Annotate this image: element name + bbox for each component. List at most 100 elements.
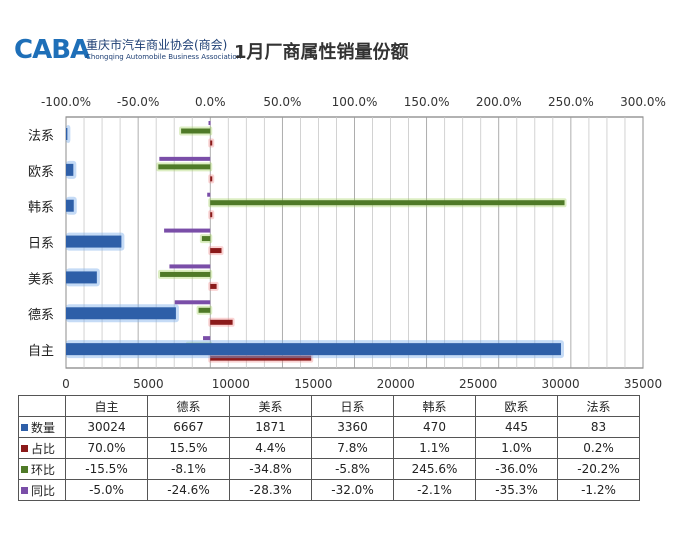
table-row: 数量 30024 6667 1871 3360 470 445 83 <box>18 416 640 438</box>
table-cell: -20.2% <box>557 458 640 480</box>
org-name-cn: 重庆市汽车商业协会(商会) <box>86 38 228 52</box>
bar-同比 <box>164 228 211 233</box>
bottom-axis-tick-label: 35000 <box>624 377 662 391</box>
table-column-header: 日系 <box>311 395 394 417</box>
table-cell: 1.0% <box>475 437 558 459</box>
data-table: 自主 德系 美系 日系 韩系 欧系 法系数量 30024 6667 1871 3360 470 445 8… <box>18 395 640 501</box>
bottom-axis-tick-label: 0 <box>62 377 70 391</box>
table-column-header: 德系 <box>147 395 230 417</box>
bar-环比 <box>158 164 211 170</box>
top-axis-tick-label: 50.0% <box>263 95 301 109</box>
table-cell: 0.2% <box>557 437 640 459</box>
category-label: 法系 <box>28 129 54 144</box>
bar-同比 <box>208 121 211 125</box>
table-header-row: 自主 德系 美系 日系 韩系 欧系 法系 <box>18 395 640 417</box>
bar-同比 <box>174 300 211 305</box>
bar-占比 <box>210 355 312 361</box>
legend-key <box>21 423 28 431</box>
table-row-label: 数量 <box>18 416 66 438</box>
row-label-text: 数量 <box>31 420 56 435</box>
table-cell: 445 <box>475 416 558 438</box>
bottom-axis-tick-label: 30000 <box>541 377 579 391</box>
table-cell: -36.0% <box>475 458 558 480</box>
bar-占比 <box>210 248 222 254</box>
top-axis-tick-label: 300.0% <box>620 95 666 109</box>
bar-数量 <box>66 271 97 284</box>
bar-同比 <box>203 336 211 341</box>
org-name-en: Chongqing Automobile Business Associatio… <box>86 53 242 61</box>
bar-chart: -100.0% -50.0% 0.0% 50.0% 100.0% 150.0% 200.0%… <box>28 95 666 391</box>
top-axis-tick-label: 100.0% <box>332 95 378 109</box>
table-cell: 15.5% <box>147 437 230 459</box>
top-axis-tick-label: 200.0% <box>476 95 522 109</box>
caba-logo: CABA 重庆市汽车商业协会(商会) Chongqing Automobile … <box>14 35 241 66</box>
table-row: 同比 -5.0% -24.6% -28.3% -32.0% -2.1% -35.3% -1.2… <box>18 479 640 501</box>
bottom-axis-tick-label: 20000 <box>377 377 415 391</box>
table-cell: -35.3% <box>475 479 558 501</box>
category-label: 欧系 <box>28 165 54 180</box>
bar-同比 <box>159 156 211 161</box>
category-label: 德系 <box>28 308 54 323</box>
table-cell: -1.2% <box>557 479 640 501</box>
bottom-axis-tick-label: 15000 <box>294 377 332 391</box>
table-cell: -5.8% <box>311 458 394 480</box>
legend-key <box>21 465 28 473</box>
bar-数量 <box>66 235 122 248</box>
bar-环比 <box>198 307 211 313</box>
grid-lines <box>65 116 644 369</box>
bar-占比 <box>210 176 213 182</box>
table-corner <box>18 395 66 417</box>
bar-数量 <box>66 128 68 140</box>
table-cell: 470 <box>393 416 476 438</box>
table-cell: 245.6% <box>393 458 476 480</box>
table-column-header: 欧系 <box>475 395 558 417</box>
bar-数量 <box>66 163 74 176</box>
table-row-label: 环比 <box>18 458 66 480</box>
table-column-header: 韩系 <box>393 395 476 417</box>
table-cell: -24.6% <box>147 479 230 501</box>
axis-ticks: -100.0% -50.0% 0.0% 50.0% 100.0% 150.0% 200.0%… <box>28 95 666 391</box>
table-cell: 83 <box>557 416 640 438</box>
table-cell: -15.5% <box>65 458 148 480</box>
bar-占比 <box>210 319 233 325</box>
category-label: 美系 <box>28 272 54 287</box>
chart-bars <box>66 121 567 363</box>
table-cell: 3360 <box>311 416 394 438</box>
table-cell: 30024 <box>65 416 148 438</box>
bar-同比 <box>169 264 211 269</box>
bottom-axis-tick-label: 25000 <box>459 377 497 391</box>
top-axis-tick-label: -100.0% <box>41 95 91 109</box>
table-column-header: 法系 <box>557 395 640 417</box>
table-cell: 6667 <box>147 416 230 438</box>
table-row-label: 占比 <box>18 437 66 459</box>
row-label-text: 占比 <box>31 441 56 456</box>
row-label-text: 同比 <box>31 483 56 498</box>
table-cell: 1871 <box>229 416 312 438</box>
bottom-axis-tick-label: 5000 <box>133 377 164 391</box>
bar-数量 <box>66 199 74 212</box>
top-axis-tick-label: 0.0% <box>195 95 226 109</box>
bar-环比 <box>201 236 211 242</box>
top-axis-tick-label: -50.0% <box>117 95 159 109</box>
table-cell: -28.3% <box>229 479 312 501</box>
category-label: 日系 <box>28 237 54 252</box>
bar-数量 <box>66 307 176 320</box>
table-column-header: 美系 <box>229 395 312 417</box>
category-label: 韩系 <box>28 201 54 216</box>
bar-占比 <box>210 283 217 289</box>
bar-占比 <box>210 212 213 218</box>
chart-title: 1月厂商属性销量份额 <box>234 42 409 63</box>
logo-mark: CABA <box>14 35 90 65</box>
table-cell: -8.1% <box>147 458 230 480</box>
table-cell: -5.0% <box>65 479 148 501</box>
table-cell: 4.4% <box>229 437 312 459</box>
row-label-text: 环比 <box>31 462 56 477</box>
table-row: 环比 -15.5% -8.1% -34.8% -5.8% 245.6% -36.0% -20.… <box>18 458 640 480</box>
bar-数量 <box>66 343 561 356</box>
bar-环比 <box>160 271 211 277</box>
bar-环比 <box>181 128 211 134</box>
table-cell: -34.8% <box>229 458 312 480</box>
bar-占比 <box>210 140 213 146</box>
table-cell: -2.1% <box>393 479 476 501</box>
bar-环比 <box>210 200 565 206</box>
